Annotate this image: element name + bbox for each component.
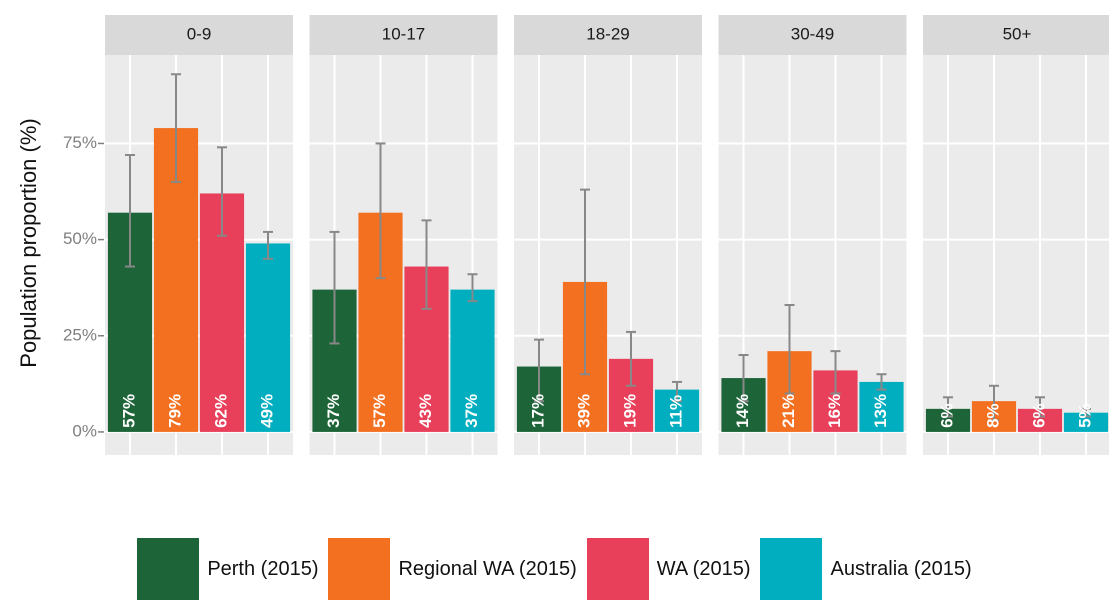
error-bar bbox=[830, 350, 841, 395]
data-label: 14% bbox=[733, 394, 752, 428]
plot-background bbox=[923, 55, 1109, 455]
data-label: 5% bbox=[1075, 403, 1094, 428]
error-bar bbox=[375, 142, 386, 280]
legend-swatch bbox=[586, 538, 649, 600]
error-bar bbox=[263, 230, 273, 260]
data-label: 79% bbox=[165, 394, 184, 428]
legend-item: Regional WA (2015) bbox=[328, 538, 577, 600]
error-bar bbox=[421, 219, 432, 310]
bar bbox=[450, 289, 495, 432]
bar bbox=[245, 243, 291, 432]
data-label: 19% bbox=[620, 394, 639, 428]
error-bar bbox=[626, 330, 636, 387]
error-bar bbox=[989, 384, 999, 422]
bar bbox=[925, 408, 971, 432]
error-bar bbox=[1081, 407, 1091, 418]
data-label: 62% bbox=[211, 394, 230, 428]
data-label: 16% bbox=[825, 394, 844, 428]
error-bar bbox=[467, 273, 478, 303]
data-label: 57% bbox=[370, 394, 389, 428]
legend-label: Perth (2015) bbox=[207, 557, 319, 580]
data-label: 11% bbox=[666, 395, 685, 428]
data-label: 17% bbox=[528, 394, 547, 428]
facet-label: 10-17 bbox=[382, 24, 425, 43]
error-bar bbox=[580, 188, 590, 376]
error-bar bbox=[534, 338, 544, 403]
data-label: 8% bbox=[983, 403, 1002, 428]
error-bar bbox=[943, 396, 953, 418]
y-tick-label: 0% bbox=[72, 421, 97, 440]
error-bar bbox=[329, 230, 340, 345]
legend-item: Perth (2015) bbox=[137, 538, 318, 600]
legend: Perth (2015) Regional WA (2015) WA (2015) A… bbox=[0, 538, 1109, 600]
y-tick-label: 25% bbox=[63, 325, 97, 344]
legend-swatch bbox=[328, 538, 391, 600]
data-label: 13% bbox=[871, 394, 890, 428]
chart: Population proportion (%) 0% 25% 50% 75% 0-9… bbox=[16, 15, 1109, 455]
data-label: 43% bbox=[416, 394, 435, 428]
legend-label: Regional WA (2015) bbox=[398, 557, 577, 580]
legend-label: WA (2015) bbox=[656, 557, 751, 580]
data-label: 21% bbox=[779, 394, 798, 428]
facet-strip bbox=[718, 15, 907, 55]
error-bar bbox=[125, 154, 135, 268]
error-bar bbox=[1035, 396, 1045, 418]
facet-strip bbox=[923, 15, 1109, 55]
facet-strip bbox=[309, 15, 498, 55]
data-label: 37% bbox=[324, 394, 343, 428]
data-label: 39% bbox=[574, 394, 593, 428]
y-tick-label: 50% bbox=[63, 229, 97, 248]
legend-swatch bbox=[137, 538, 200, 600]
error-bar bbox=[171, 73, 181, 183]
legend-item: WA (2015) bbox=[586, 538, 751, 600]
data-label: 49% bbox=[257, 394, 276, 428]
facet-strip bbox=[105, 15, 293, 55]
error-bar bbox=[672, 380, 682, 403]
data-label: 57% bbox=[119, 394, 138, 428]
legend-item: Australia (2015) bbox=[760, 538, 972, 600]
error-bar bbox=[876, 373, 887, 391]
bar bbox=[1017, 408, 1063, 432]
legend-swatch bbox=[760, 538, 823, 600]
bar bbox=[1063, 412, 1109, 432]
legend-label: Australia (2015) bbox=[830, 557, 972, 580]
data-label: 6% bbox=[937, 403, 956, 428]
error-bar bbox=[784, 304, 795, 395]
facet-strip bbox=[514, 15, 702, 55]
error-bar bbox=[217, 146, 227, 237]
error-bar bbox=[738, 354, 749, 403]
data-label: 6% bbox=[1029, 403, 1048, 428]
facet-label: 30-49 bbox=[791, 24, 834, 43]
facet-label: 18-29 bbox=[586, 24, 629, 43]
y-axis-title: Population proportion (%) bbox=[16, 118, 41, 367]
y-tick-label: 75% bbox=[63, 133, 97, 152]
data-label: 37% bbox=[462, 394, 481, 428]
facet-label: 0-9 bbox=[187, 24, 212, 43]
facet-label: 50+ bbox=[1003, 24, 1032, 43]
